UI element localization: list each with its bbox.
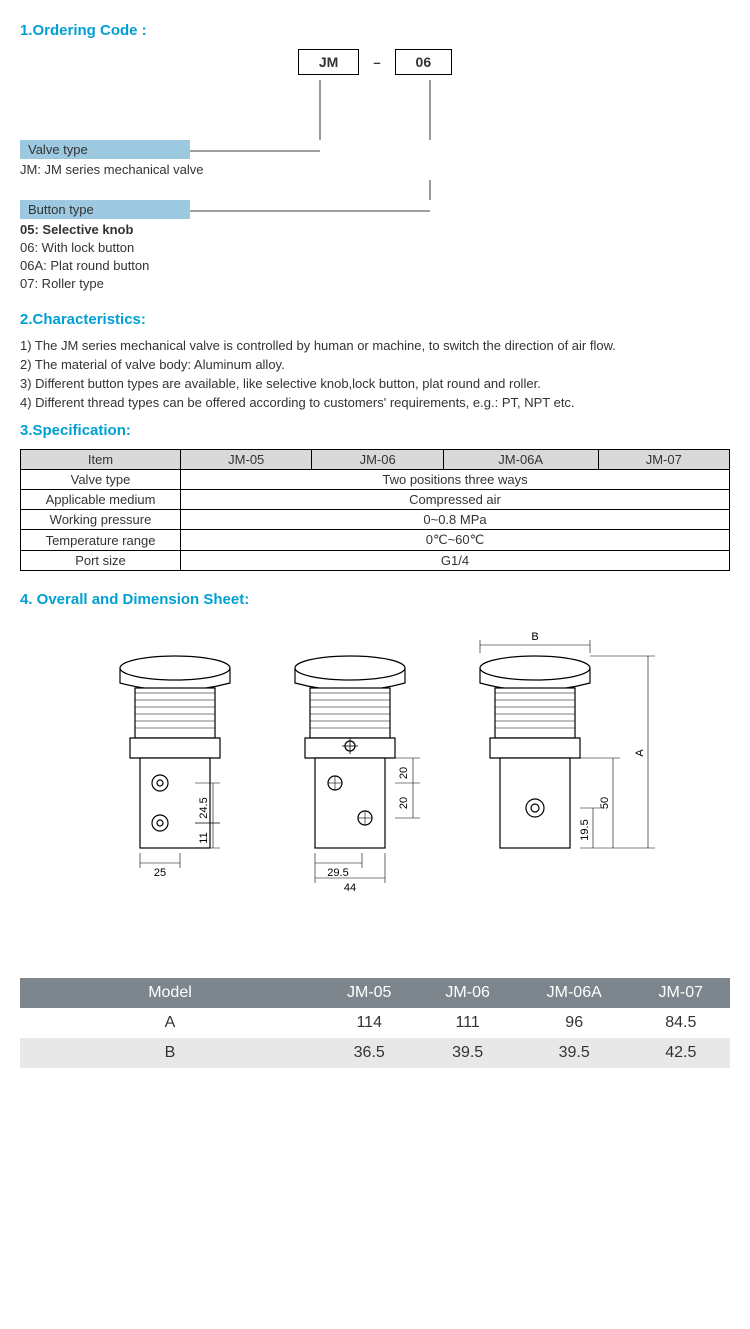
spec-row-valve-type: Valve type Two positions three ways — [21, 470, 730, 490]
dim-h1: JM-05 — [320, 978, 418, 1008]
dim-r2-label: B — [20, 1038, 320, 1068]
valve-type-label: Valve type — [20, 140, 190, 159]
button-type-label: Button type — [20, 200, 190, 219]
valve-type-def: JM: JM series mechanical valve — [20, 162, 730, 177]
dim-h0: Model — [20, 978, 320, 1008]
code-box-06: 06 — [395, 49, 453, 75]
dim-r2-v1: 36.5 — [320, 1038, 418, 1068]
button-type-06a: 06A: Plat round button — [20, 258, 730, 273]
svg-text:25: 25 — [154, 867, 166, 879]
spec-r5-val: G1/4 — [181, 551, 730, 571]
spec-r3-label: Working pressure — [21, 510, 181, 530]
code-boxes: JM – 06 — [20, 49, 730, 75]
dim-row-a: A 114 111 96 84.5 — [20, 1008, 730, 1038]
button-type-06: 06: With lock button — [20, 240, 730, 255]
spec-r4-label: Temperature range — [21, 530, 181, 551]
dim-r1-label: A — [20, 1008, 320, 1038]
spec-r1-label: Valve type — [21, 470, 181, 490]
svg-text:20: 20 — [398, 797, 410, 809]
characteristics-list: 1) The JM series mechanical valve is con… — [20, 338, 730, 410]
spec-r4-val: 0℃~60℃ — [181, 530, 730, 551]
spec-h4: JM-07 — [598, 450, 729, 470]
spec-row-temperature: Temperature range 0℃~60℃ — [21, 530, 730, 551]
dim-r1-v2: 111 — [418, 1008, 516, 1038]
dimension-table: Model JM-05 JM-06 JM-06A JM-07 A 114 111… — [20, 978, 730, 1068]
spec-row-medium: Applicable medium Compressed air — [21, 490, 730, 510]
svg-text:A: A — [634, 749, 646, 757]
spec-r2-label: Applicable medium — [21, 490, 181, 510]
dim-h4: JM-07 — [632, 978, 730, 1008]
dim-r2-v3: 39.5 — [517, 1038, 632, 1068]
spec-table-header-row: Item JM-05 JM-06 JM-06A JM-07 — [21, 450, 730, 470]
dimension-drawing: 25 24.5 11 29.5 — [20, 628, 730, 948]
spec-h0: Item — [21, 450, 181, 470]
char-4: 4) Different thread types can be offered… — [20, 395, 730, 410]
svg-text:50: 50 — [599, 797, 611, 809]
dim-r1-v4: 84.5 — [632, 1008, 730, 1038]
spec-r2-val: Compressed air — [181, 490, 730, 510]
code-box-jm: JM — [298, 49, 359, 75]
svg-text:B: B — [531, 631, 538, 643]
char-2: 2) The material of valve body: Aluminum … — [20, 357, 730, 372]
ordering-code-section: 1.Ordering Code : JM – 06 Valve type JM:… — [20, 22, 730, 291]
dimension-title: 4. Overall and Dimension Sheet: — [20, 591, 730, 608]
dim-h3: JM-06A — [517, 978, 632, 1008]
svg-text:19.5: 19.5 — [579, 819, 591, 840]
char-3: 3) Different button types are available,… — [20, 376, 730, 391]
svg-text:29.5: 29.5 — [327, 867, 348, 879]
spec-row-pressure: Working pressure 0~0.8 MPa — [21, 510, 730, 530]
characteristics-title: 2.Characteristics: — [20, 311, 730, 328]
spec-h1: JM-05 — [181, 450, 312, 470]
spec-r1-val: Two positions three ways — [181, 470, 730, 490]
svg-text:24.5: 24.5 — [198, 797, 210, 818]
ordering-title: 1.Ordering Code : — [20, 22, 730, 39]
button-type-07: 07: Roller type — [20, 276, 730, 291]
spec-r3-val: 0~0.8 MPa — [181, 510, 730, 530]
svg-text:44: 44 — [344, 882, 356, 894]
spec-r5-label: Port size — [21, 551, 181, 571]
specification-title: 3.Specification: — [20, 422, 730, 439]
spec-row-port: Port size G1/4 — [21, 551, 730, 571]
dim-r2-v4: 42.5 — [632, 1038, 730, 1068]
char-1: 1) The JM series mechanical valve is con… — [20, 338, 730, 353]
code-separator: – — [373, 55, 380, 70]
dim-r1-v3: 96 — [517, 1008, 632, 1038]
dim-table-header-row: Model JM-05 JM-06 JM-06A JM-07 — [20, 978, 730, 1008]
dim-r1-v1: 114 — [320, 1008, 418, 1038]
svg-text:11: 11 — [198, 832, 210, 843]
spec-h3: JM-06A — [443, 450, 598, 470]
dim-r2-v2: 39.5 — [418, 1038, 516, 1068]
dim-row-b: B 36.5 39.5 39.5 42.5 — [20, 1038, 730, 1068]
spec-h2: JM-06 — [312, 450, 443, 470]
svg-text:20: 20 — [398, 767, 410, 779]
dim-h2: JM-06 — [418, 978, 516, 1008]
button-type-05: 05: Selective knob — [20, 222, 730, 237]
spec-table: Item JM-05 JM-06 JM-06A JM-07 Valve type… — [20, 449, 730, 571]
